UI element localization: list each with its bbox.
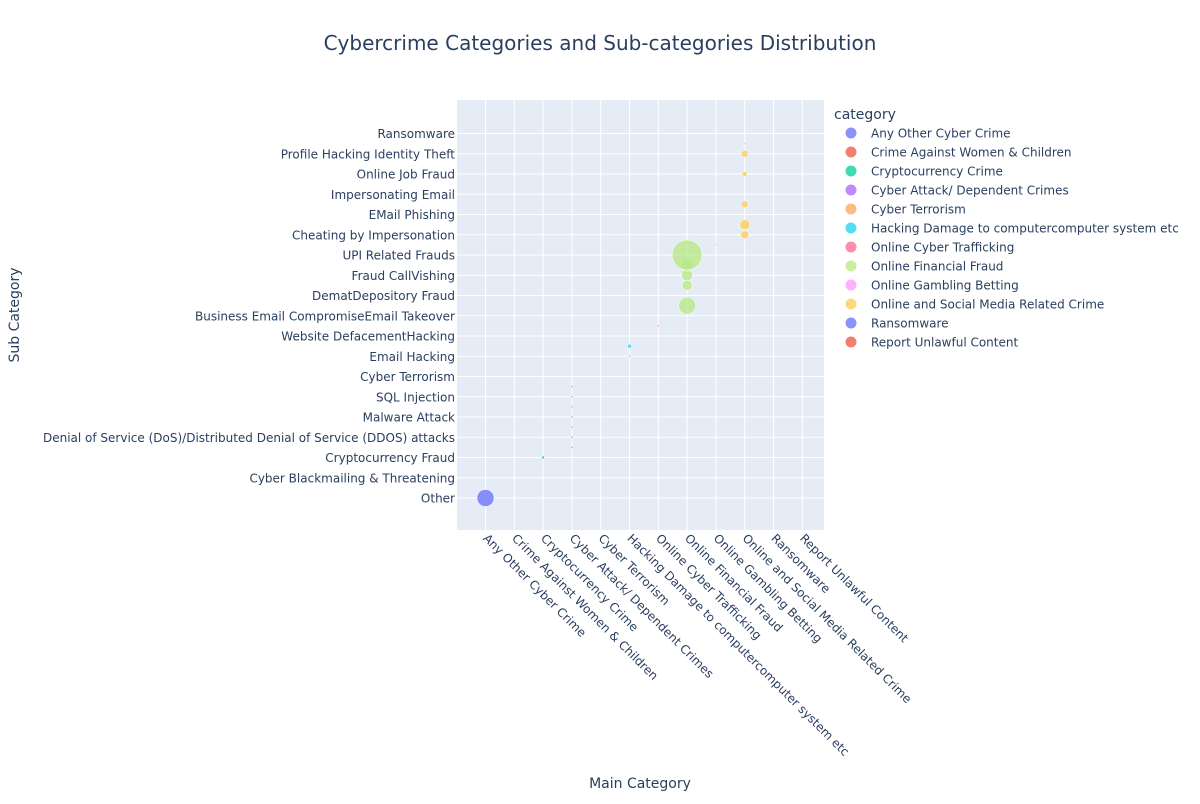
bubble-marker [570,405,574,409]
legend-marker [845,279,857,291]
bubble-marker [741,171,748,177]
bubble-marker [570,395,574,398]
legend-label[interactable]: Cyber Terrorism [871,203,966,217]
legend-label[interactable]: Hacking Damage to computercomputer syste… [871,222,1179,236]
bubble-marker [681,280,693,291]
bubble-marker [570,425,574,429]
legend-label[interactable]: Report Unlawful Content [871,336,1018,350]
legend: category Any Other Cyber Crime Crime Agai… [834,107,1179,350]
x-axis-title: Main Category [589,776,691,792]
y-tick-label: Fraud CallVishing [352,269,455,283]
legend-marker [845,222,857,234]
bubble-marker [740,230,749,239]
bubble-marker [657,324,660,328]
bubble-marker [627,343,632,349]
y-tick-labels: Other Cyber Blackmailing & Threatening Cry… [43,127,455,506]
y-tick-label: Business Email CompromiseEmail Takeover [195,309,455,323]
y-tick-label: Email Hacking [369,350,455,364]
legend-marker [845,203,857,215]
legend-marker [845,241,857,253]
legend-marker [845,336,857,348]
y-tick-label: DematDepository Fraud [312,289,455,303]
data-markers [476,142,750,507]
y-tick-label: Website DefacementHacking [281,330,455,344]
bubble-marker [678,296,696,315]
chart-title: Cybercrime Categories and Sub-categories… [324,31,877,55]
y-tick-label: Cyber Terrorism [360,370,455,384]
legend-items: Any Other Cyber Crime Crime Against Women… [845,127,1179,350]
legend-marker [845,165,857,177]
legend-marker [845,298,857,310]
legend-marker [845,146,857,158]
plot-background [457,100,824,530]
legend-label[interactable]: Cyber Attack/ Dependent Crimes [871,184,1069,198]
bubble-marker [570,415,574,419]
bubble-marker [743,142,746,145]
legend-marker [845,127,857,139]
y-tick-label: Impersonating Email [331,188,455,202]
bubble-marker [740,150,749,158]
bubble-marker [739,219,750,230]
bubble-marker [476,489,495,507]
bubble-marker [541,455,545,460]
bubble-marker [681,269,693,281]
legend-label[interactable]: Any Other Cyber Crime [871,127,1011,141]
legend-label[interactable]: Crime Against Women & Children [871,146,1072,160]
legend-label[interactable]: Online and Social Media Related Crime [871,298,1104,312]
bubble-marker [740,200,749,209]
bubble-marker [628,355,631,358]
y-tick-label: Profile Hacking Identity Theft [281,147,456,161]
y-tick-label: SQL Injection [376,390,455,404]
legend-label[interactable]: Online Financial Fraud [871,260,1003,274]
legend-marker [845,184,857,196]
y-axis-title: Sub Category [7,267,23,362]
bubble-marker [570,436,574,439]
y-tick-label: Other [421,492,455,506]
y-tick-label: Denial of Service (DoS)/Distributed Deni… [43,431,455,445]
y-tick-label: EMail Phishing [369,208,455,222]
legend-marker [845,260,857,272]
bubble-marker [714,243,718,247]
legend-label[interactable]: Cryptocurrency Crime [871,165,1003,179]
y-tick-label: Cheating by Impersonation [292,228,455,242]
legend-label[interactable]: Ransomware [871,317,949,331]
y-tick-label: Ransomware [377,127,455,141]
y-tick-label: Online Job Fraud [357,168,455,182]
y-tick-label: Malware Attack [363,411,455,425]
y-tick-label: UPI Related Frauds [342,249,455,263]
legend-label[interactable]: Online Gambling Betting [871,279,1019,293]
y-tick-label: Cryptocurrency Fraud [325,451,455,465]
bubble-marker [671,239,703,271]
legend-label[interactable]: Online Cyber Trafficking [871,241,1014,255]
bubble-marker [570,446,574,449]
legend-title: category [834,107,896,123]
grid-lines [457,100,824,530]
legend-marker [845,317,857,329]
bubble-marker [570,385,574,388]
y-tick-label: Cyber Blackmailing & Threatening [249,471,455,485]
